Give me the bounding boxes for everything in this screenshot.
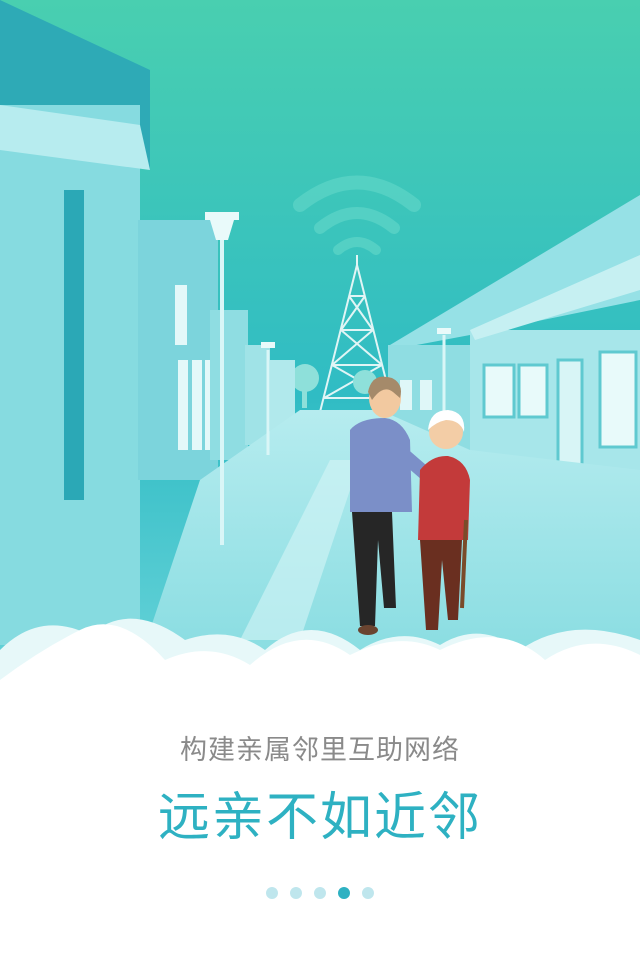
page-indicator-dot[interactable] <box>362 887 374 899</box>
page-indicator <box>0 887 640 899</box>
page-indicator-dot[interactable] <box>290 887 302 899</box>
elderly-woman-figure <box>418 410 470 630</box>
left-buildings <box>0 0 295 645</box>
onboarding-subtitle: 构建亲属邻里互助网络 <box>180 735 460 766</box>
onboarding-title: 远亲不如近邻 <box>157 788 482 848</box>
right-houses <box>388 195 640 480</box>
page-indicator-dot[interactable] <box>338 887 350 899</box>
hero-illustration <box>0 0 640 720</box>
young-man-figure <box>350 376 445 635</box>
page-indicator-dot[interactable] <box>314 887 326 899</box>
wifi-signal-icon <box>293 175 421 255</box>
page-indicator-dot[interactable] <box>266 887 278 899</box>
street-lamp-icon <box>205 212 451 545</box>
